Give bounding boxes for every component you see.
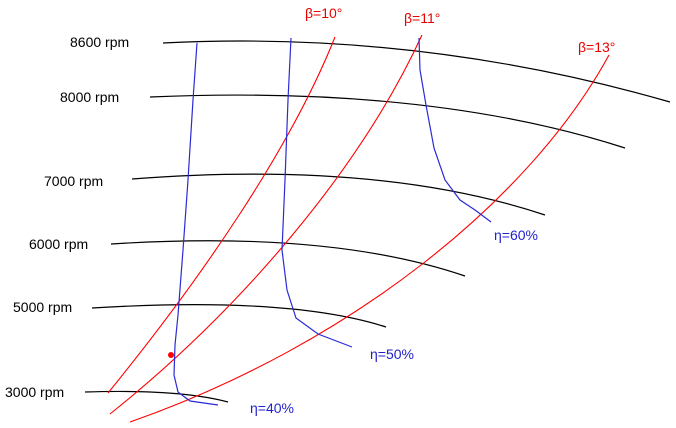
speed-label-8600: 8600 rpm <box>70 34 129 50</box>
speed-line-3000 <box>84 390 229 403</box>
speed-line-7000 <box>131 173 546 216</box>
blade-angle-labels: β=10° β=11° β=13° <box>305 5 615 55</box>
efficiency-line-60 <box>418 37 492 223</box>
efficiency-line-50 <box>281 37 353 348</box>
speed-line-8000 <box>149 94 626 149</box>
efficiency-label-40: η=40% <box>250 400 294 416</box>
blade-angle-label-11: β=11° <box>404 10 440 26</box>
blade-angle-label-13: β=13° <box>578 39 615 55</box>
blade-angle-lines <box>107 34 610 423</box>
speed-lines <box>84 40 671 403</box>
efficiency-lines <box>173 37 492 406</box>
efficiency-labels: η=40% η=50% η=60% <box>250 227 538 416</box>
operating-point-marker <box>168 352 174 358</box>
speed-label-6000: 6000 rpm <box>29 236 88 252</box>
speed-label-5000: 5000 rpm <box>13 299 72 315</box>
blade-angle-line-11 <box>109 34 423 415</box>
efficiency-label-50: η=50% <box>370 346 414 362</box>
blade-angle-line-10 <box>107 36 336 394</box>
speed-label-8000: 8000 rpm <box>60 89 119 105</box>
speed-label-3000: 3000 rpm <box>5 384 64 400</box>
speed-line-8600 <box>162 40 671 103</box>
speed-line-6000 <box>110 240 466 277</box>
efficiency-label-60: η=60% <box>494 227 538 243</box>
blade-angle-label-10: β=10° <box>305 5 342 21</box>
speed-label-7000: 7000 rpm <box>44 173 103 189</box>
speed-line-5000 <box>91 304 387 328</box>
speed-labels: 8600 rpm 8000 rpm 7000 rpm 6000 rpm 5000… <box>5 34 129 400</box>
efficiency-line-40 <box>173 42 219 406</box>
blade-angle-line-13 <box>129 54 610 423</box>
